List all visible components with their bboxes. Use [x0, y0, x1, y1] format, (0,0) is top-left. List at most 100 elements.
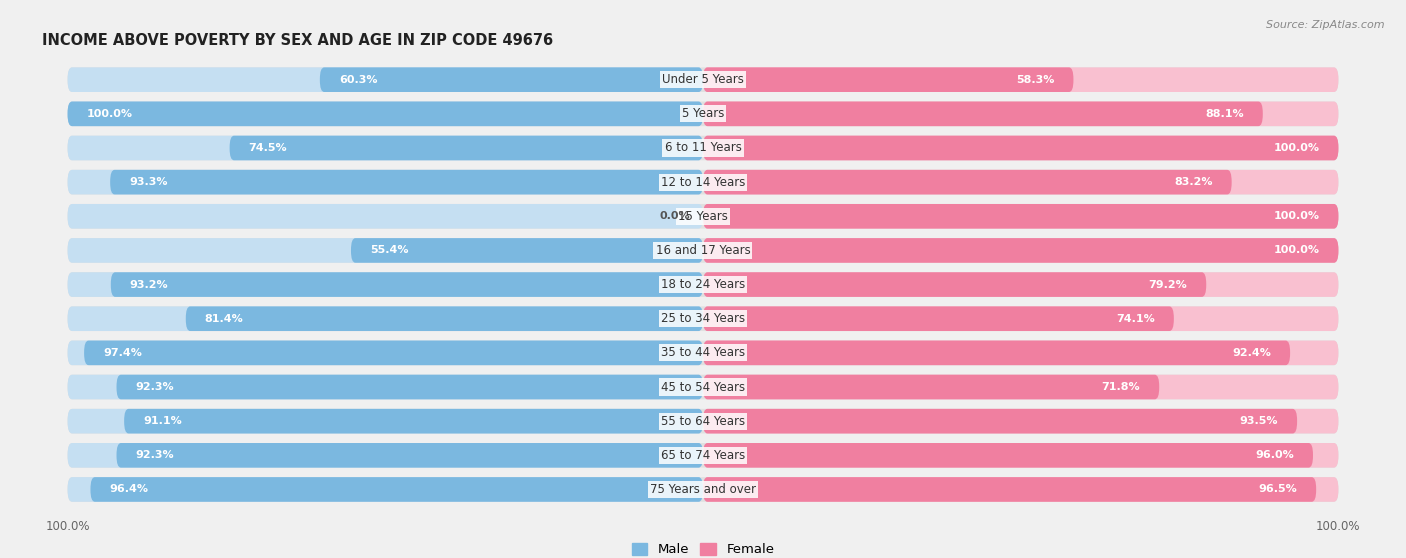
FancyBboxPatch shape	[703, 443, 1339, 468]
Text: 83.2%: 83.2%	[1174, 177, 1212, 187]
Text: 74.1%: 74.1%	[1116, 314, 1154, 324]
FancyBboxPatch shape	[703, 340, 1339, 365]
Text: 93.2%: 93.2%	[129, 280, 169, 290]
Text: 0.0%: 0.0%	[659, 211, 690, 222]
FancyBboxPatch shape	[67, 272, 703, 297]
FancyBboxPatch shape	[67, 238, 703, 263]
Text: 96.0%: 96.0%	[1256, 450, 1294, 460]
FancyBboxPatch shape	[67, 340, 1339, 365]
FancyBboxPatch shape	[117, 443, 703, 468]
Text: Under 5 Years: Under 5 Years	[662, 73, 744, 86]
FancyBboxPatch shape	[319, 68, 703, 92]
FancyBboxPatch shape	[67, 409, 1339, 434]
Text: 45 to 54 Years: 45 to 54 Years	[661, 381, 745, 393]
FancyBboxPatch shape	[703, 68, 1339, 92]
Text: INCOME ABOVE POVERTY BY SEX AND AGE IN ZIP CODE 49676: INCOME ABOVE POVERTY BY SEX AND AGE IN Z…	[42, 33, 554, 47]
Text: 92.3%: 92.3%	[135, 450, 174, 460]
FancyBboxPatch shape	[67, 136, 1339, 160]
FancyBboxPatch shape	[703, 375, 1159, 400]
FancyBboxPatch shape	[67, 375, 1339, 400]
FancyBboxPatch shape	[67, 136, 703, 160]
FancyBboxPatch shape	[186, 306, 703, 331]
Text: 25 to 34 Years: 25 to 34 Years	[661, 312, 745, 325]
FancyBboxPatch shape	[67, 443, 1339, 468]
FancyBboxPatch shape	[67, 306, 1339, 331]
FancyBboxPatch shape	[703, 272, 1339, 297]
Text: 60.3%: 60.3%	[339, 75, 377, 85]
Text: 100.0%: 100.0%	[87, 109, 132, 119]
FancyBboxPatch shape	[67, 409, 703, 434]
FancyBboxPatch shape	[703, 272, 1206, 297]
FancyBboxPatch shape	[67, 102, 1339, 126]
FancyBboxPatch shape	[703, 204, 1339, 229]
FancyBboxPatch shape	[703, 306, 1174, 331]
FancyBboxPatch shape	[67, 306, 703, 331]
Text: 15 Years: 15 Years	[678, 210, 728, 223]
FancyBboxPatch shape	[67, 170, 1339, 194]
Text: 93.5%: 93.5%	[1240, 416, 1278, 426]
FancyBboxPatch shape	[124, 409, 703, 434]
FancyBboxPatch shape	[703, 409, 1339, 434]
Text: 100.0%: 100.0%	[1274, 246, 1319, 256]
Text: 71.8%: 71.8%	[1101, 382, 1140, 392]
Text: 35 to 44 Years: 35 to 44 Years	[661, 347, 745, 359]
FancyBboxPatch shape	[67, 102, 703, 126]
FancyBboxPatch shape	[703, 409, 1298, 434]
Text: 5 Years: 5 Years	[682, 107, 724, 121]
Text: 96.4%: 96.4%	[110, 484, 149, 494]
FancyBboxPatch shape	[67, 477, 1339, 502]
Text: 75 Years and over: 75 Years and over	[650, 483, 756, 496]
Text: 65 to 74 Years: 65 to 74 Years	[661, 449, 745, 462]
FancyBboxPatch shape	[67, 68, 703, 92]
Legend: Male, Female: Male, Female	[626, 538, 780, 558]
Text: 79.2%: 79.2%	[1149, 280, 1187, 290]
Text: 88.1%: 88.1%	[1205, 109, 1244, 119]
Text: 91.1%: 91.1%	[143, 416, 181, 426]
Text: Source: ZipAtlas.com: Source: ZipAtlas.com	[1267, 20, 1385, 30]
FancyBboxPatch shape	[67, 477, 703, 502]
Text: 58.3%: 58.3%	[1017, 75, 1054, 85]
Text: 100.0%: 100.0%	[1274, 143, 1319, 153]
FancyBboxPatch shape	[703, 102, 1339, 126]
Text: 55.4%: 55.4%	[370, 246, 409, 256]
FancyBboxPatch shape	[110, 170, 703, 194]
FancyBboxPatch shape	[703, 477, 1339, 502]
FancyBboxPatch shape	[67, 238, 1339, 263]
Text: 74.5%: 74.5%	[249, 143, 287, 153]
FancyBboxPatch shape	[703, 170, 1232, 194]
FancyBboxPatch shape	[703, 136, 1339, 160]
FancyBboxPatch shape	[67, 170, 703, 194]
Text: 81.4%: 81.4%	[205, 314, 243, 324]
FancyBboxPatch shape	[67, 68, 1339, 92]
FancyBboxPatch shape	[117, 375, 703, 400]
Text: 96.5%: 96.5%	[1258, 484, 1298, 494]
Text: 12 to 14 Years: 12 to 14 Years	[661, 176, 745, 189]
Text: 16 and 17 Years: 16 and 17 Years	[655, 244, 751, 257]
Text: 100.0%: 100.0%	[1274, 211, 1319, 222]
FancyBboxPatch shape	[67, 375, 703, 400]
FancyBboxPatch shape	[703, 238, 1339, 263]
FancyBboxPatch shape	[352, 238, 703, 263]
FancyBboxPatch shape	[703, 306, 1339, 331]
FancyBboxPatch shape	[67, 340, 703, 365]
FancyBboxPatch shape	[90, 477, 703, 502]
FancyBboxPatch shape	[703, 477, 1316, 502]
FancyBboxPatch shape	[703, 443, 1313, 468]
FancyBboxPatch shape	[67, 272, 1339, 297]
FancyBboxPatch shape	[703, 170, 1339, 194]
FancyBboxPatch shape	[703, 238, 1339, 263]
FancyBboxPatch shape	[67, 204, 703, 229]
FancyBboxPatch shape	[703, 204, 1339, 229]
FancyBboxPatch shape	[67, 443, 703, 468]
FancyBboxPatch shape	[84, 340, 703, 365]
FancyBboxPatch shape	[703, 375, 1339, 400]
Text: 97.4%: 97.4%	[103, 348, 142, 358]
FancyBboxPatch shape	[67, 102, 703, 126]
FancyBboxPatch shape	[703, 68, 1073, 92]
FancyBboxPatch shape	[67, 204, 1339, 229]
Text: 93.3%: 93.3%	[129, 177, 167, 187]
Text: 92.3%: 92.3%	[135, 382, 174, 392]
FancyBboxPatch shape	[229, 136, 703, 160]
Text: 55 to 64 Years: 55 to 64 Years	[661, 415, 745, 427]
FancyBboxPatch shape	[111, 272, 703, 297]
